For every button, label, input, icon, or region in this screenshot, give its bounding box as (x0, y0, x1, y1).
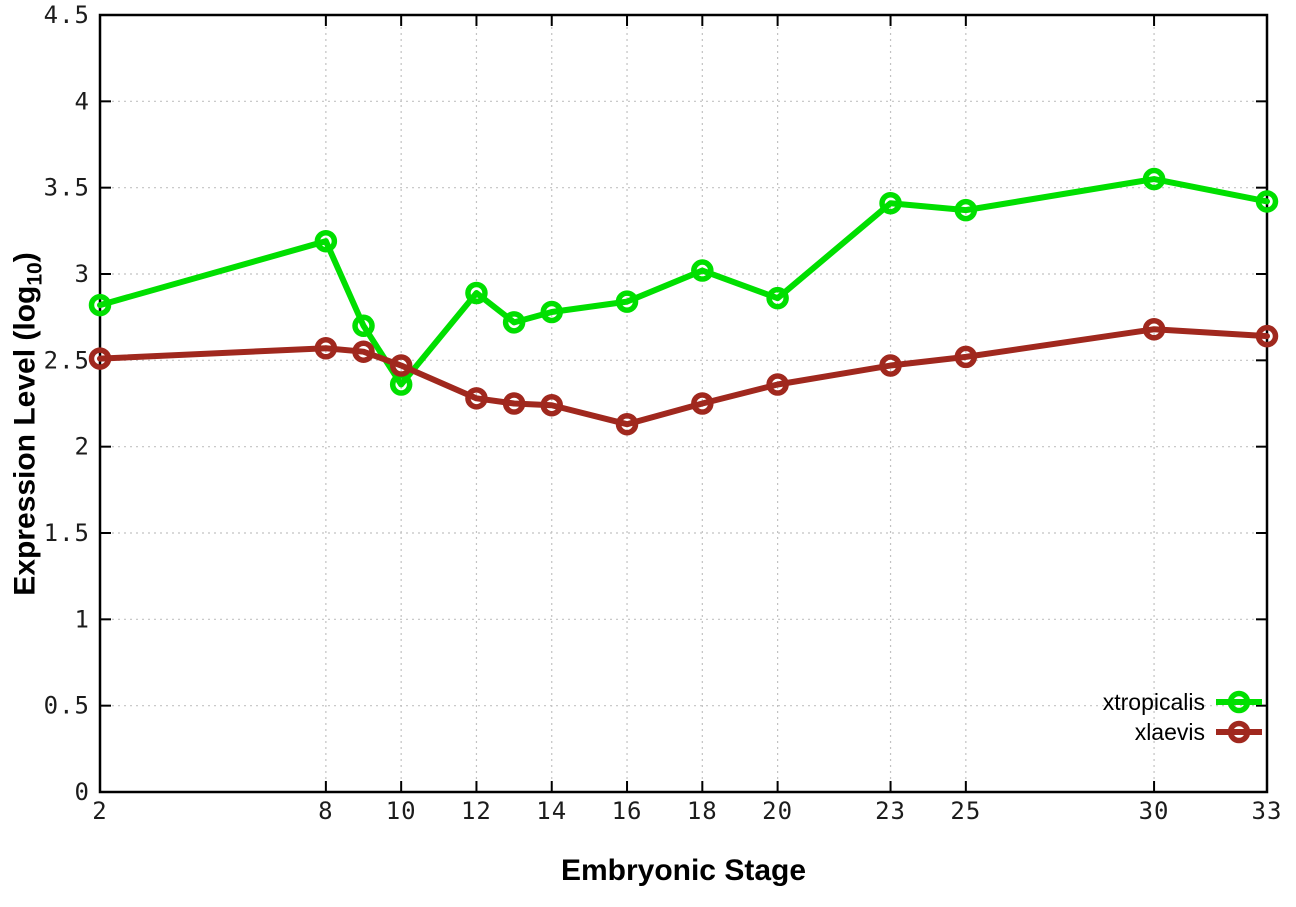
x-tick-label-12: 12 (461, 797, 492, 825)
y-tick-label-4.5: 4.5 (44, 1, 90, 29)
data-point-xlaevis-stage-25 (954, 345, 978, 369)
legend-item-xlaevis: xlaevis (1103, 717, 1263, 747)
data-point-xtropicalis-stage-25 (954, 198, 978, 222)
data-point-xtropicalis-stage-9 (352, 314, 375, 338)
legend-label-xtropicalis: xtropicalis (1102, 688, 1205, 715)
data-point-xlaevis-stage-20 (766, 373, 789, 396)
x-tick-label-10: 10 (386, 797, 417, 825)
legend-point-sample (1227, 720, 1251, 744)
plot-border (98, 13, 1269, 794)
data-point-xlaevis-stage-12 (465, 387, 488, 410)
data-point-xlaevis-stage-2 (88, 347, 112, 370)
legend-marker-xtropicalis-icon (1216, 690, 1262, 714)
y-tick-label-4: 4 (75, 87, 90, 115)
data-point-xtropicalis-stage-16 (615, 290, 639, 313)
y-tick-label-1: 1 (75, 605, 90, 633)
y-tick-label-0: 0 (75, 778, 90, 806)
y-axis-title-subscript: 10 (23, 262, 47, 286)
data-point-xlaevis-stage-13 (502, 392, 526, 415)
data-point-xtropicalis-stage-2 (88, 293, 112, 317)
data-point-xtropicalis-stage-13 (502, 311, 526, 334)
data-point-xlaevis-stage-18 (691, 392, 714, 415)
x-tick-label-14: 14 (536, 797, 567, 825)
x-tick-label-8: 8 (318, 797, 333, 825)
data-point-xlaevis-stage-23 (879, 354, 902, 377)
data-point-xtropicalis-stage-33 (1255, 190, 1279, 213)
data-point-xtropicalis-stage-18 (691, 259, 714, 282)
legend-item-xtropicalis: xtropicalis (1103, 687, 1263, 717)
x-tick-label-25: 25 (950, 797, 981, 825)
y-tick-label-0.5: 0.5 (44, 692, 90, 720)
x-tick-label-16: 16 (612, 797, 643, 825)
y-tick-label-3: 3 (75, 260, 90, 288)
x-tick-label-2: 2 (92, 797, 107, 825)
series-line-xtropicalis (97, 176, 1270, 388)
y-tick-label-3.5: 3.5 (44, 174, 90, 202)
data-point-xtropicalis-stage-23 (879, 191, 902, 215)
y-axis-title-close: ) (8, 252, 42, 263)
data-point-xlaevis-stage-14 (540, 393, 563, 417)
y-tick-label-1.5: 1.5 (44, 519, 90, 547)
x-axis-title: Embryonic Stage (560, 854, 807, 887)
y-tick-label-2.5: 2.5 (44, 346, 90, 374)
y-axis-title: Expression Level (log10) (9, 252, 48, 595)
data-point-xtropicalis-stage-8 (314, 229, 338, 253)
data-point-xlaevis-stage-10 (389, 354, 413, 377)
data-point-xlaevis-stage-33 (1255, 324, 1279, 348)
chart-legend: xtropicalis xlaevis (1103, 687, 1263, 747)
data-point-xtropicalis-stage-12 (465, 281, 488, 305)
data-point-xlaevis-stage-9 (352, 340, 375, 363)
legend-point-sample (1227, 690, 1251, 714)
data-point-xlaevis-stage-8 (314, 336, 338, 360)
x-tick-label-20: 20 (762, 797, 793, 825)
series-line-xlaevis (97, 326, 1270, 428)
data-point-xtropicalis-stage-14 (540, 300, 563, 324)
y-axis-title-text: Expression Level (log (8, 285, 42, 596)
x-tick-label-18: 18 (687, 797, 718, 825)
data-point-xlaevis-stage-30 (1142, 318, 1166, 341)
legend-label-xlaevis: xlaevis (1134, 718, 1205, 745)
y-tick-label-2: 2 (75, 433, 90, 461)
x-tick-label-30: 30 (1139, 797, 1170, 825)
data-point-xlaevis-stage-16 (615, 412, 639, 436)
x-tick-label-33: 33 (1252, 797, 1283, 825)
legend-marker-xlaevis-icon (1216, 720, 1262, 744)
data-point-xtropicalis-stage-20 (766, 286, 789, 310)
data-point-xtropicalis-stage-30 (1142, 167, 1166, 191)
x-tick-label-23: 23 (875, 797, 906, 825)
